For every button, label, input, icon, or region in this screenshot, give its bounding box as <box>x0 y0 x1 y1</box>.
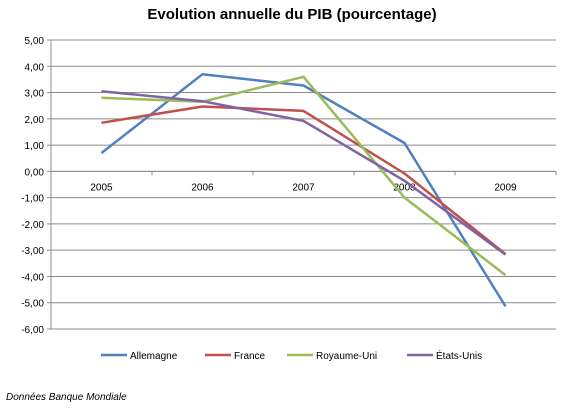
legend-label-allemagne: Allemagne <box>130 351 178 362</box>
series-line-etats-unis <box>101 89 507 256</box>
legend: Allemagne France Royaume-Uni États-Unis <box>101 349 482 362</box>
y-tick-label: 4,00 <box>25 62 45 73</box>
y-tick-label: 5,00 <box>25 36 45 47</box>
x-tick-label: 2006 <box>191 182 214 193</box>
series-line-france <box>101 105 507 256</box>
series-lines <box>100 72 507 308</box>
axes: 5,00 4,00 3,00 2,00 1,00 0,00 -1,00 -2,00 -3,00 -… <box>21 36 557 336</box>
y-tick-label: -2,00 <box>21 220 44 231</box>
y-tick-label: 1,00 <box>25 141 45 152</box>
data-source-note: Données Banque Mondiale <box>6 392 127 403</box>
y-tick-label: -6,00 <box>21 325 44 336</box>
y-tick-label: -4,00 <box>21 272 44 283</box>
y-tick-label: -3,00 <box>21 246 44 257</box>
y-tick-label: -1,00 <box>21 194 44 205</box>
y-tick-label: 0,00 <box>25 167 45 178</box>
x-tick-label: 2005 <box>90 182 113 193</box>
legend-label-royaume-uni: Royaume-Uni <box>316 351 377 362</box>
y-tick-label: -5,00 <box>21 299 44 310</box>
y-tick-label: 3,00 <box>25 89 45 100</box>
series-line-royaume-uni <box>101 75 507 277</box>
y-tick-label: 2,00 <box>25 115 45 126</box>
x-tick-label: 2008 <box>393 182 416 193</box>
chart-title: Evolution annuelle du PIB (pourcentage) <box>147 6 436 23</box>
legend-label-etats-unis: États-Unis <box>436 349 482 362</box>
x-tick-label: 2009 <box>494 182 517 193</box>
legend-label-france: France <box>234 351 266 362</box>
x-tick-label: 2007 <box>292 182 315 193</box>
